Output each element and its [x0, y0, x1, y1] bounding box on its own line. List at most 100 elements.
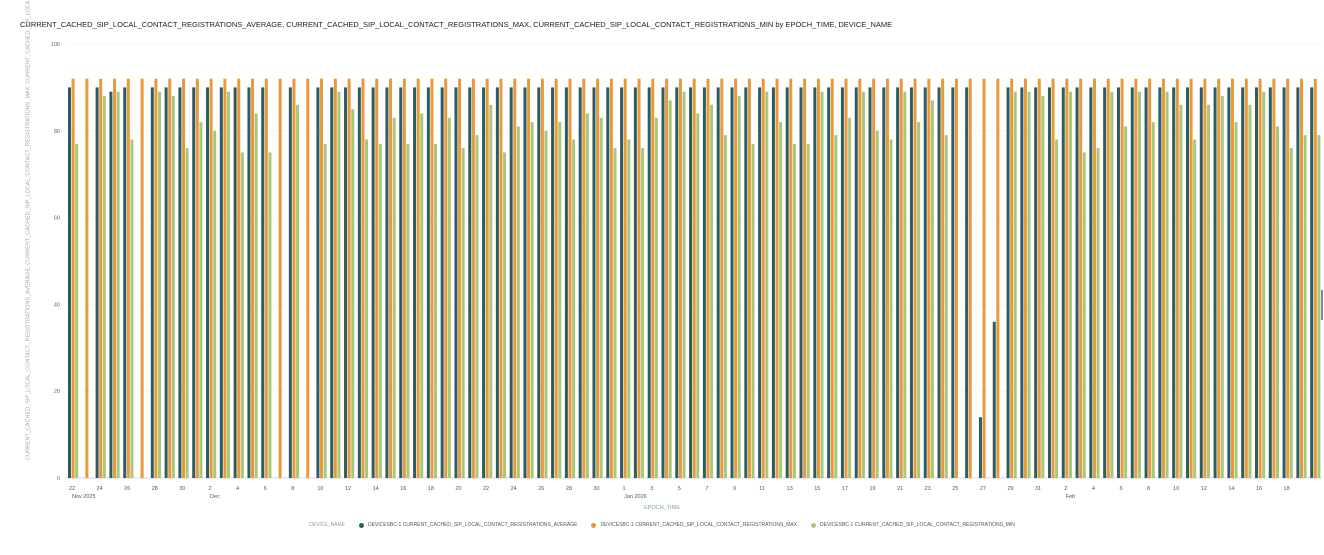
bar-average — [978, 417, 982, 478]
bar-min — [199, 122, 203, 479]
x-tick-label: 30 — [179, 486, 185, 492]
bar-max — [361, 78, 365, 478]
bar-average — [413, 87, 417, 479]
bar-average — [206, 87, 210, 479]
x-tick-label: 15 — [814, 486, 820, 492]
bar-average — [178, 87, 182, 479]
bar-max — [251, 78, 255, 478]
bar-min — [613, 148, 617, 478]
bar-min — [1220, 96, 1224, 478]
bar-min — [392, 117, 396, 478]
x-tick-sublabel: Jan 2026 — [624, 494, 647, 500]
x-tick-label: 9 — [733, 486, 736, 492]
x-tick-label: 6 — [264, 486, 267, 492]
x-tick-label: 3 — [650, 486, 653, 492]
bar-min — [806, 143, 810, 478]
legend-item-min[interactable]: DEVICESBC-1 CURRENT_CACHED_SIP_LOCAL_CON… — [811, 522, 1015, 528]
bar-min — [254, 113, 258, 478]
bar-average — [1075, 87, 1079, 479]
bar-average — [1020, 87, 1024, 479]
bar-average — [1268, 87, 1272, 479]
bar-min — [116, 91, 120, 479]
bar-max — [609, 78, 613, 478]
bar-min — [130, 139, 134, 479]
bar-max — [513, 78, 517, 478]
bar-max — [830, 78, 834, 478]
bar-max — [761, 78, 765, 478]
bar-average — [1185, 87, 1189, 479]
bar-min — [544, 130, 548, 479]
bar-min — [213, 130, 217, 479]
x-tick-label: 20 — [455, 486, 461, 492]
bar-average — [758, 87, 762, 479]
x-tick-label: 18 — [1284, 486, 1290, 492]
bar-min — [834, 135, 838, 478]
bar-average — [799, 87, 803, 479]
bar-max — [734, 78, 738, 478]
x-tick-label: 27 — [980, 486, 986, 492]
legend-label-max: DEVICESBC-1 CURRENT_CACHED_SIP_LOCAL_CON… — [600, 522, 797, 528]
bar-average — [854, 87, 858, 479]
bar-average — [233, 87, 237, 479]
bar-min — [365, 139, 369, 479]
bar-max — [347, 78, 351, 478]
bar-max — [554, 78, 558, 478]
x-tick-label: 31 — [1035, 486, 1041, 492]
x-tick-label: 30 — [593, 486, 599, 492]
bar-average — [1254, 87, 1258, 479]
x-tick-label: 17 — [842, 486, 848, 492]
bar-average — [965, 87, 969, 479]
bar-min — [585, 113, 589, 478]
bar-average — [620, 87, 624, 479]
bar-max — [637, 78, 641, 478]
bar-max — [775, 78, 779, 478]
bar-min — [434, 143, 438, 478]
bar-min — [627, 139, 631, 479]
bar-average — [840, 87, 844, 479]
legend-item-max[interactable]: DEVICESBC-1 CURRENT_CACHED_SIP_LOCAL_CON… — [591, 522, 797, 528]
legend-item-average[interactable]: DEVICESBC-1 CURRENT_CACHED_SIP_LOCAL_CON… — [358, 522, 577, 528]
bar-max — [292, 78, 296, 478]
bar-max — [1079, 78, 1083, 478]
bar-min — [1289, 148, 1293, 478]
bar-min — [848, 117, 852, 478]
bar-max — [402, 78, 406, 478]
bar-max — [941, 78, 945, 478]
bar-average — [896, 87, 900, 479]
bar-max — [458, 78, 462, 478]
bar-max — [1286, 78, 1290, 478]
y-tick-label: 100 — [51, 42, 60, 48]
bar-average — [827, 87, 831, 479]
bar-min — [516, 126, 520, 479]
bar-min — [158, 91, 162, 479]
bar-min — [792, 143, 796, 478]
x-tick-label: 5 — [678, 486, 681, 492]
bar-average — [1144, 87, 1148, 479]
bar-min — [599, 117, 603, 478]
bar-average — [1213, 87, 1217, 479]
bar-max — [1106, 78, 1110, 478]
bar-average — [1310, 87, 1314, 479]
bar-average — [951, 87, 955, 479]
bar-average — [1199, 87, 1203, 479]
bar-max — [416, 78, 420, 478]
bar-min — [1013, 91, 1017, 479]
bar-average — [371, 87, 375, 479]
bar-min — [75, 143, 79, 478]
bar-min — [1055, 139, 1059, 479]
legend-title: DEVICE_NAME — [309, 522, 345, 528]
bar-average — [399, 87, 403, 479]
bar-min — [227, 91, 231, 479]
bar-max — [1023, 78, 1027, 478]
bar-min — [1275, 126, 1279, 479]
bar-average — [192, 87, 196, 479]
bar-min — [1262, 91, 1266, 479]
x-tick-label: 24 — [511, 486, 517, 492]
bar-min — [917, 122, 921, 479]
bar-average — [385, 87, 389, 479]
scrollbar-handle[interactable] — [1321, 290, 1323, 320]
bar-average — [509, 87, 513, 479]
x-tick-label: 14 — [1228, 486, 1234, 492]
x-tick-label: 13 — [787, 486, 793, 492]
bar-max — [527, 78, 531, 478]
